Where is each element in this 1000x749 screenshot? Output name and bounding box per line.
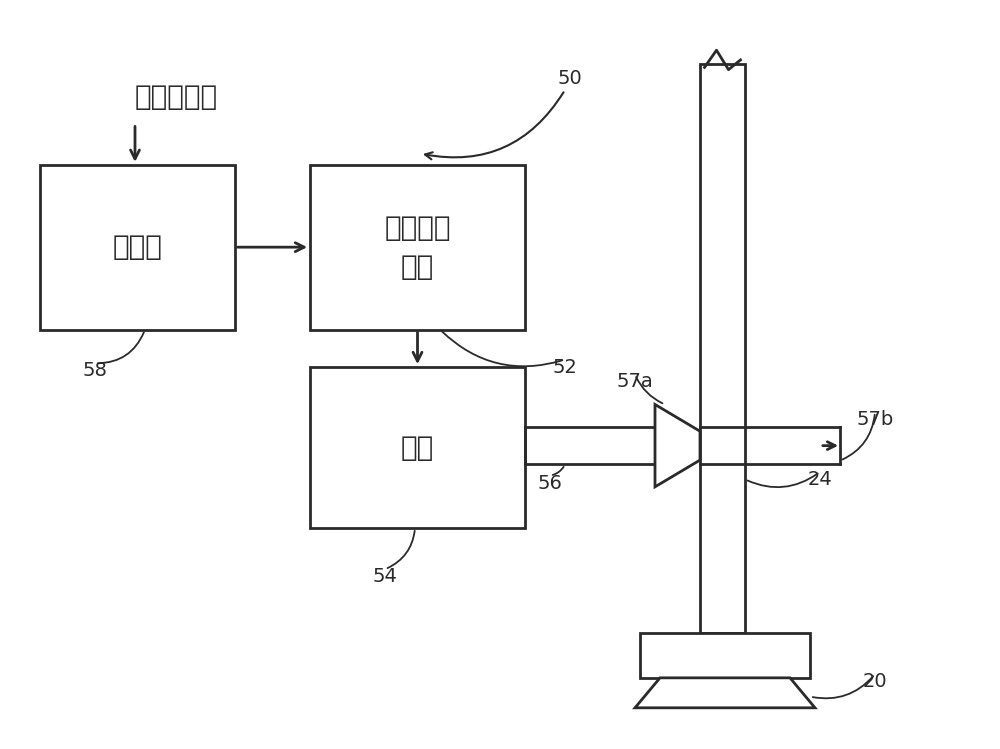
Text: 控制器: 控制器 bbox=[113, 233, 162, 261]
Text: 57a: 57a bbox=[617, 372, 653, 392]
Bar bbox=[640, 633, 810, 678]
Text: 57b: 57b bbox=[856, 410, 894, 429]
Text: 马达: 马达 bbox=[401, 434, 434, 461]
Text: 50: 50 bbox=[558, 69, 582, 88]
Polygon shape bbox=[655, 404, 700, 487]
Text: 56: 56 bbox=[538, 473, 562, 493]
Bar bbox=[310, 367, 525, 528]
Text: 54: 54 bbox=[373, 567, 397, 586]
Bar bbox=[700, 64, 745, 633]
Text: 能量存储
装置: 能量存储 装置 bbox=[384, 213, 451, 281]
Bar bbox=[40, 165, 235, 330]
Text: 20: 20 bbox=[863, 672, 887, 691]
Bar bbox=[310, 165, 525, 330]
Polygon shape bbox=[635, 678, 815, 708]
Text: 24: 24 bbox=[808, 470, 832, 489]
Text: 58: 58 bbox=[83, 361, 107, 380]
Text: 飞行员输入: 飞行员输入 bbox=[135, 83, 218, 112]
Text: 52: 52 bbox=[553, 357, 577, 377]
